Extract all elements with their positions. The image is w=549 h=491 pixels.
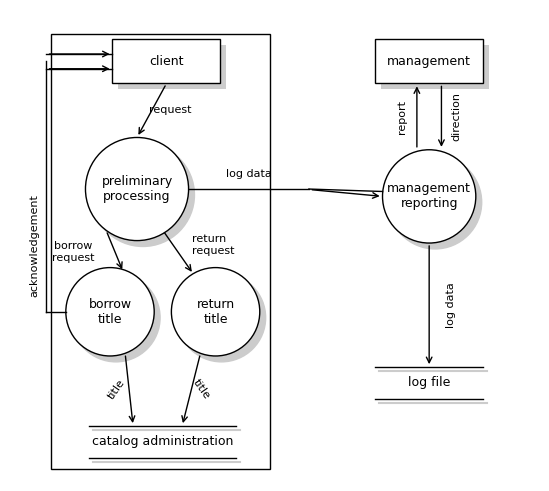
Text: direction: direction [451,92,461,141]
FancyBboxPatch shape [113,39,221,83]
Text: management
reporting: management reporting [387,182,471,211]
Circle shape [66,268,154,356]
Text: acknowledgement: acknowledgement [29,194,39,297]
Text: client: client [149,55,184,68]
Circle shape [383,150,476,243]
FancyBboxPatch shape [381,45,489,89]
Circle shape [86,137,188,241]
Text: borrow
request: borrow request [52,242,94,263]
Text: title: title [107,378,127,402]
Circle shape [91,143,194,246]
Text: return
request: return request [192,234,235,256]
Text: title: title [191,378,211,402]
Circle shape [72,273,160,362]
Text: report: report [397,100,407,134]
Text: management: management [387,55,471,68]
FancyBboxPatch shape [375,39,483,83]
Circle shape [171,268,260,356]
Text: log file: log file [408,377,450,389]
Text: return
title: return title [197,298,234,326]
Circle shape [177,273,266,362]
Circle shape [388,156,481,249]
Text: preliminary
processing: preliminary processing [102,175,172,203]
Text: request: request [149,106,192,115]
Text: catalog administration: catalog administration [92,436,233,448]
Text: borrow
title: borrow title [88,298,132,326]
Bar [51,34,270,469]
Text: log data: log data [446,282,456,328]
Text: log data: log data [226,169,272,179]
FancyBboxPatch shape [119,45,226,89]
